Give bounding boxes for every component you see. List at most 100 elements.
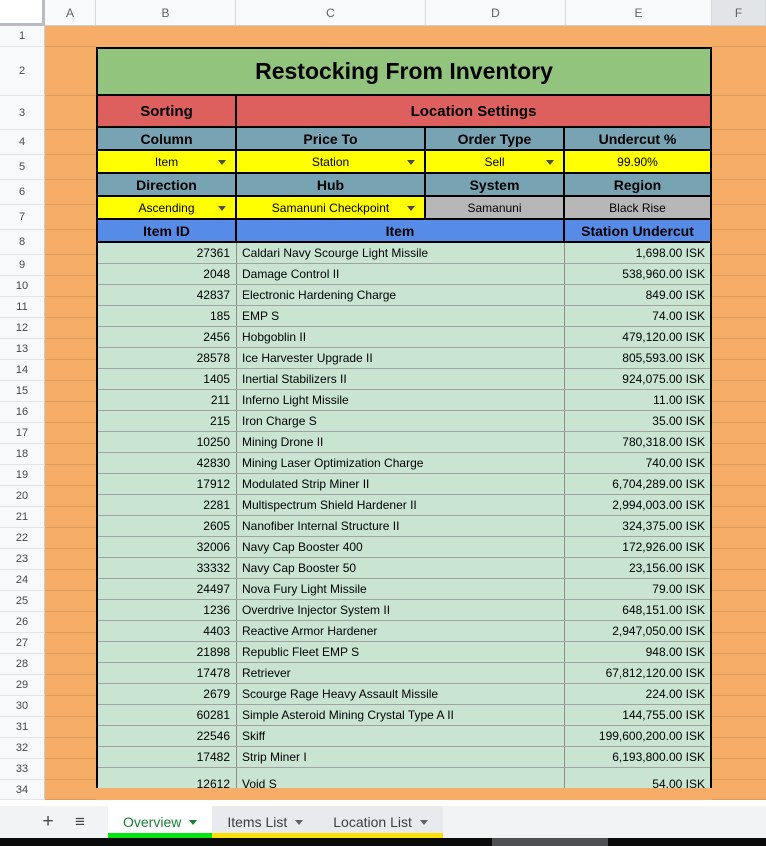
row-number-26[interactable]: 26: [0, 612, 45, 633]
item-name-cell[interactable]: Inertial Stabilizers II: [237, 369, 565, 389]
table-title[interactable]: Restocking From Inventory: [255, 58, 553, 84]
station-undercut-cell[interactable]: 538,960.00 ISK: [622, 267, 705, 281]
cell[interactable]: [45, 591, 96, 612]
item-name-cell[interactable]: Inferno Light Missile: [237, 390, 565, 410]
cell[interactable]: [712, 591, 766, 612]
dropdown-arrow-icon[interactable]: [218, 205, 226, 211]
item-name-cell[interactable]: Modulated Strip Miner II: [237, 474, 565, 494]
station-undercut-cell[interactable]: 805,593.00 ISK: [622, 351, 705, 365]
station-undercut-cell[interactable]: 479,120.00 ISK: [622, 330, 705, 344]
item-id-cell[interactable]: 28578: [98, 348, 237, 368]
cell[interactable]: [45, 549, 96, 570]
item-name-cell[interactable]: EMP S: [237, 306, 565, 326]
item-id-cell[interactable]: 185: [98, 306, 237, 326]
cell[interactable]: [45, 738, 96, 759]
cell[interactable]: [712, 318, 766, 339]
cell[interactable]: [712, 612, 766, 633]
column-header-d[interactable]: D: [426, 0, 566, 26]
cell[interactable]: [712, 205, 766, 230]
item-id-cell[interactable]: 2048: [98, 264, 237, 284]
station-undercut-cell[interactable]: 324,375.00 ISK: [622, 519, 705, 533]
dropdown-arrow-icon[interactable]: [218, 159, 226, 165]
system-label[interactable]: System: [426, 174, 565, 195]
cell[interactable]: [45, 297, 96, 318]
cell[interactable]: [45, 780, 96, 800]
price-to-label[interactable]: Price To: [237, 128, 426, 149]
cell[interactable]: [712, 507, 766, 528]
row-number-9[interactable]: 9: [0, 255, 45, 276]
item-name-cell[interactable]: Nanofiber Internal Structure II: [237, 516, 565, 536]
row-number-33[interactable]: 33: [0, 759, 45, 780]
item-name-cell[interactable]: Multispectrum Shield Hardener II: [237, 495, 565, 515]
item-id-cell[interactable]: 21898: [98, 642, 237, 662]
cell[interactable]: [712, 381, 766, 402]
station-undercut-cell[interactable]: 144,755.00 ISK: [622, 708, 705, 722]
item-name-cell[interactable]: Nova Fury Light Missile: [237, 579, 565, 599]
cell[interactable]: [45, 130, 96, 155]
item-name-cell[interactable]: Simple Asteroid Mining Crystal Type A II: [237, 705, 565, 725]
item-name-cell[interactable]: Republic Fleet EMP S: [237, 642, 565, 662]
cell[interactable]: [712, 230, 766, 255]
column-header-b[interactable]: B: [96, 0, 236, 26]
cell[interactable]: [45, 570, 96, 591]
row-number-14[interactable]: 14: [0, 360, 45, 381]
cell[interactable]: [712, 486, 766, 507]
item-id-cell[interactable]: 2679: [98, 684, 237, 704]
row-number-22[interactable]: 22: [0, 528, 45, 549]
dropdown-arrow-icon[interactable]: [407, 205, 415, 211]
cell[interactable]: [712, 549, 766, 570]
station-undercut-cell[interactable]: 199,600,200.00 ISK: [598, 729, 705, 743]
station-undercut-cell[interactable]: 924,075.00 ISK: [622, 372, 705, 386]
station-undercut-cell[interactable]: 54.00 ISK: [652, 777, 705, 788]
station-undercut-cell[interactable]: 6,193,800.00 ISK: [612, 750, 705, 764]
item-id-cell[interactable]: 32006: [98, 537, 237, 557]
cell[interactable]: [712, 675, 766, 696]
cell[interactable]: [45, 528, 96, 549]
row-number-4[interactable]: 4: [0, 130, 45, 155]
row-number-31[interactable]: 31: [0, 717, 45, 738]
cell[interactable]: [45, 230, 96, 255]
station-undercut-column-header[interactable]: Station Undercut: [581, 222, 694, 239]
item-name-cell[interactable]: Mining Laser Optimization Charge: [237, 453, 565, 473]
tab-overview[interactable]: Overview: [108, 806, 213, 838]
chevron-down-icon[interactable]: [295, 819, 304, 825]
item-name-cell[interactable]: Retriever: [237, 663, 565, 683]
cell[interactable]: [45, 381, 96, 402]
cell[interactable]: [45, 339, 96, 360]
row-number-32[interactable]: 32: [0, 738, 45, 759]
row-number-24[interactable]: 24: [0, 570, 45, 591]
column-dropdown[interactable]: Item: [98, 151, 237, 172]
row-number-27[interactable]: 27: [0, 633, 45, 654]
location-settings-section-header[interactable]: Location Settings: [410, 102, 537, 120]
cell[interactable]: [712, 759, 766, 780]
item-name-cell[interactable]: Reactive Armor Hardener: [237, 621, 565, 641]
item-name-cell[interactable]: Void S: [237, 768, 565, 788]
item-id-cell[interactable]: 2281: [98, 495, 237, 515]
row-number-21[interactable]: 21: [0, 507, 45, 528]
item-id-cell[interactable]: 17912: [98, 474, 237, 494]
order-type-label[interactable]: Order Type: [426, 128, 565, 149]
item-id-cell[interactable]: 42837: [98, 285, 237, 305]
station-undercut-cell[interactable]: 74.00 ISK: [652, 309, 705, 323]
cell[interactable]: [712, 255, 766, 276]
item-name-cell[interactable]: Skiff: [237, 726, 565, 746]
row-number-34[interactable]: 34: [0, 780, 45, 800]
cell[interactable]: [45, 96, 96, 130]
region-value-cell[interactable]: Black Rise: [565, 197, 710, 218]
item-id-cell[interactable]: 27361: [98, 243, 237, 263]
undercut-percent-label[interactable]: Undercut %: [598, 130, 677, 147]
cell[interactable]: [712, 297, 766, 318]
item-id-cell[interactable]: 60281: [98, 705, 237, 725]
station-undercut-cell[interactable]: 2,994,003.00 ISK: [612, 498, 705, 512]
cell[interactable]: [712, 633, 766, 654]
station-undercut-cell[interactable]: 1,698.00 ISK: [635, 246, 705, 260]
cell[interactable]: [712, 402, 766, 423]
cell[interactable]: [45, 465, 96, 486]
item-id-cell[interactable]: 2605: [98, 516, 237, 536]
item-name-cell[interactable]: Electronic Hardening Charge: [237, 285, 565, 305]
item-id-cell[interactable]: 12612: [98, 768, 237, 788]
station-undercut-cell[interactable]: 780,318.00 ISK: [622, 435, 705, 449]
item-name-cell[interactable]: Ice Harvester Upgrade II: [237, 348, 565, 368]
item-id-column-header[interactable]: Item ID: [98, 220, 237, 241]
cell[interactable]: [45, 444, 96, 465]
